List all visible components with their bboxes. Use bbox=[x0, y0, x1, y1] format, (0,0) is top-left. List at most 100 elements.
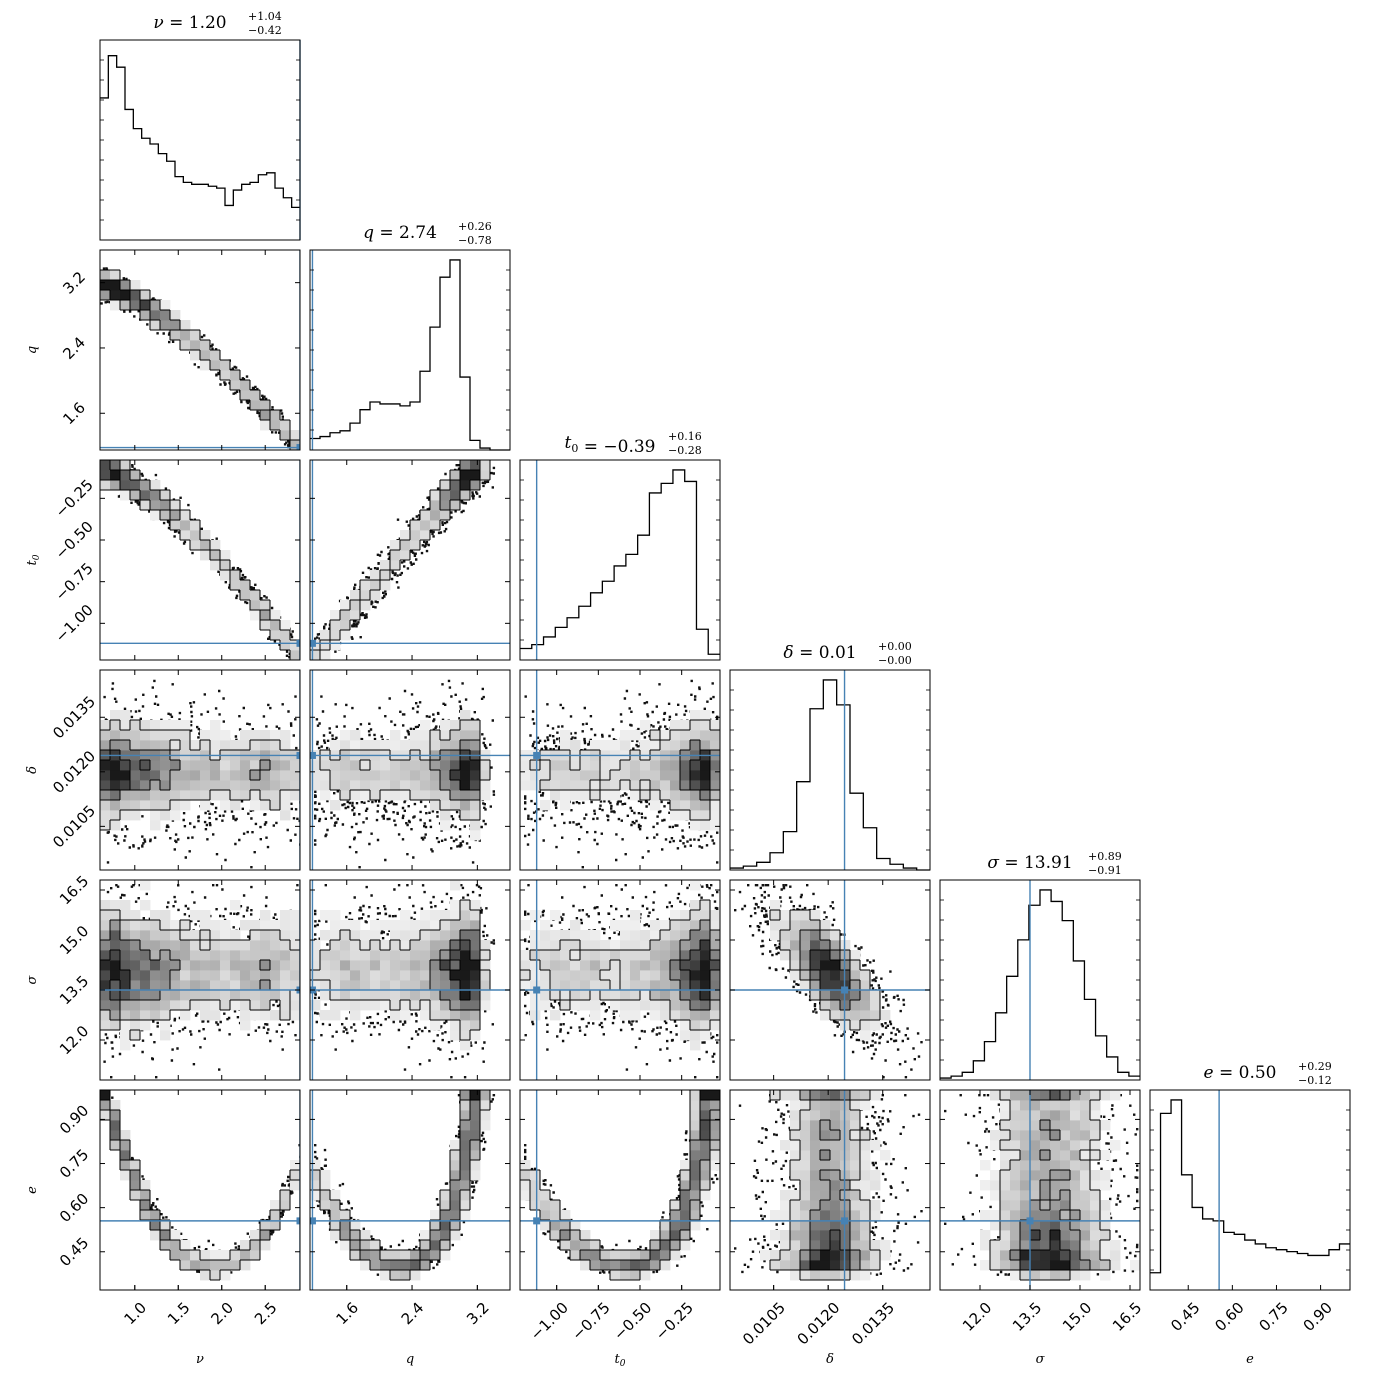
contour-0 bbox=[769, 909, 881, 1031]
density-cell bbox=[320, 1200, 331, 1211]
title-plus-4: +0.89 bbox=[1088, 850, 1122, 863]
density-cell bbox=[830, 1160, 841, 1171]
density-cell bbox=[450, 1170, 461, 1181]
pair-panel-0-4 bbox=[99, 879, 301, 1081]
density-cell bbox=[860, 1210, 871, 1221]
density-cell bbox=[790, 1250, 801, 1261]
density-cell bbox=[170, 520, 181, 531]
density-cell bbox=[470, 920, 481, 931]
density-cell bbox=[360, 980, 371, 991]
density-cell bbox=[380, 1260, 391, 1271]
density-cell bbox=[180, 980, 191, 991]
density-cell bbox=[820, 1210, 831, 1221]
density-cell bbox=[120, 1010, 131, 1021]
density-cell bbox=[340, 980, 351, 991]
density-cell bbox=[410, 780, 421, 791]
density-cell bbox=[110, 980, 121, 991]
density-cell bbox=[170, 950, 181, 961]
density-cell bbox=[870, 1250, 881, 1261]
density-cell bbox=[1070, 1140, 1081, 1151]
density-cell bbox=[100, 950, 111, 961]
density-cell bbox=[1050, 1160, 1061, 1171]
density-cell bbox=[200, 730, 211, 741]
title-plus-1: +0.26 bbox=[458, 220, 492, 233]
density-cell bbox=[150, 790, 161, 801]
density-cell bbox=[810, 910, 821, 921]
density-cell bbox=[110, 940, 121, 951]
density-cell bbox=[800, 1170, 811, 1181]
density-cell bbox=[440, 980, 451, 991]
density-cell bbox=[690, 1150, 701, 1161]
density-cell bbox=[1000, 1140, 1011, 1151]
density-cell bbox=[230, 580, 241, 591]
density-cell bbox=[340, 630, 351, 641]
density-cell bbox=[170, 740, 181, 751]
density-cell bbox=[420, 980, 431, 991]
density-cell bbox=[580, 790, 591, 801]
density-cell bbox=[870, 1090, 881, 1101]
density-cell bbox=[200, 1270, 211, 1281]
density-cell bbox=[800, 1190, 811, 1201]
density-cell bbox=[150, 990, 161, 1001]
density-cell bbox=[690, 1220, 701, 1231]
density-cell bbox=[690, 1210, 701, 1221]
density-cell bbox=[1030, 1090, 1041, 1101]
density-cell bbox=[820, 1220, 831, 1231]
density-cell bbox=[280, 1010, 291, 1021]
density-cell bbox=[790, 1270, 801, 1281]
density-cell bbox=[790, 940, 801, 951]
density-cell bbox=[220, 920, 231, 931]
density-cell bbox=[250, 980, 261, 991]
density-cell bbox=[540, 940, 551, 951]
density-cell bbox=[210, 360, 221, 371]
density-cell bbox=[530, 950, 541, 961]
y-tick-label: 0.0135 bbox=[49, 693, 99, 743]
density-cell bbox=[1040, 1120, 1051, 1131]
density-cell bbox=[780, 1240, 791, 1251]
density-cell bbox=[570, 930, 581, 941]
density-cell bbox=[200, 360, 211, 371]
density-cell bbox=[330, 910, 341, 921]
density-cell bbox=[330, 1210, 341, 1221]
density-cell bbox=[160, 970, 171, 981]
density-cell bbox=[830, 1260, 841, 1271]
density-cell bbox=[1100, 1170, 1111, 1181]
density-cell bbox=[670, 910, 681, 921]
density-cell bbox=[1050, 1230, 1061, 1241]
density-cell bbox=[460, 1090, 471, 1101]
density-cell bbox=[1080, 1220, 1091, 1231]
density-cell bbox=[150, 940, 161, 951]
density-cell bbox=[830, 1200, 841, 1211]
density-cell bbox=[1050, 1210, 1061, 1221]
density-cell bbox=[660, 760, 671, 771]
density-cell bbox=[360, 940, 371, 951]
panel-frame bbox=[729, 879, 931, 1081]
density-cell bbox=[440, 1220, 451, 1231]
density-cell bbox=[420, 530, 431, 541]
density-cell bbox=[620, 1270, 631, 1281]
density-cell bbox=[170, 810, 181, 821]
density-cell bbox=[1000, 1160, 1011, 1171]
density-cell bbox=[210, 960, 221, 971]
density-cell bbox=[780, 920, 791, 931]
density-cell bbox=[850, 1230, 861, 1241]
density-cell bbox=[280, 920, 291, 931]
density-cell bbox=[250, 1250, 261, 1261]
density-cell bbox=[710, 940, 720, 951]
density-cell bbox=[1030, 1150, 1041, 1161]
density-cell bbox=[790, 1110, 801, 1121]
density-cell bbox=[360, 770, 371, 781]
density-cell bbox=[690, 770, 701, 781]
density-cell bbox=[340, 730, 351, 741]
y-tick-label: −0.25 bbox=[52, 476, 97, 521]
density-cell bbox=[660, 950, 671, 961]
density-cell bbox=[640, 770, 651, 781]
density-cell bbox=[810, 1200, 821, 1211]
density-cell bbox=[170, 960, 181, 971]
density-cell bbox=[160, 730, 171, 741]
x-axis-5: 0.45 0.60 0.75 0.90e bbox=[1167, 1285, 1336, 1367]
density-cell bbox=[280, 1000, 291, 1011]
density-cell bbox=[250, 600, 261, 611]
density-cell bbox=[220, 940, 231, 951]
density-cell bbox=[690, 1160, 701, 1171]
